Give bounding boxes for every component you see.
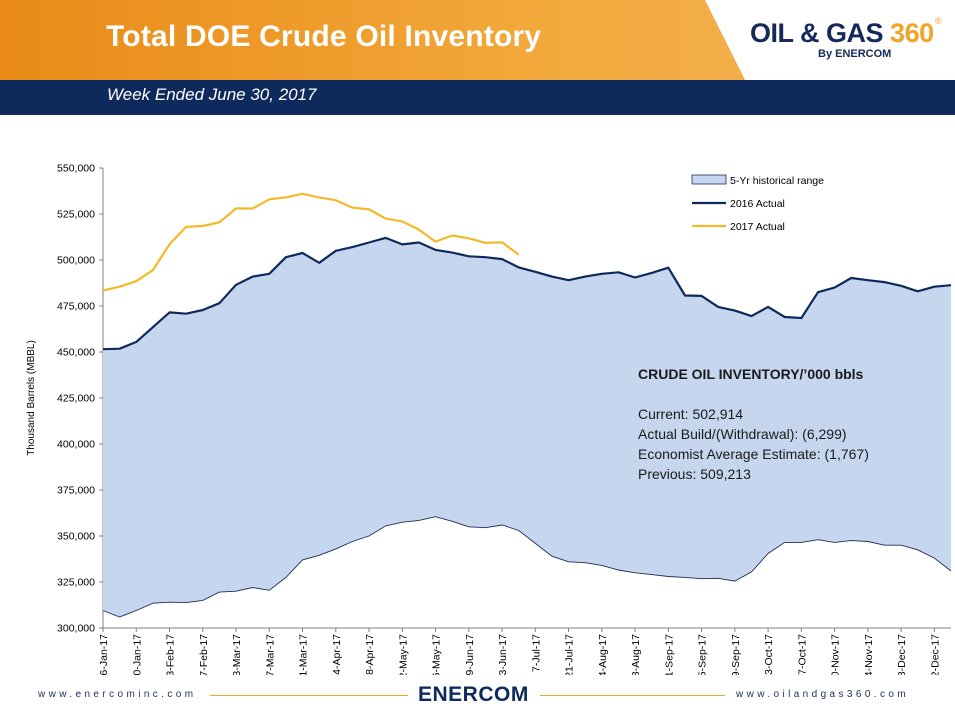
footer-website-left: www.enercominc.com <box>38 689 197 700</box>
x-tick-label: 9-Jun-17 <box>464 634 476 675</box>
x-tick-label: 18-Aug-17 <box>630 634 642 675</box>
y-tick-label: 300,000 <box>57 623 95 635</box>
x-tick-label: 27-Oct-17 <box>796 634 808 675</box>
x-tick-label: 6-Jan-17 <box>98 634 110 675</box>
y-tick-label: 425,000 <box>57 393 95 405</box>
x-axis: 6-Jan-17 20-Jan-17 3-Feb-17 17-Feb-17 3-Mar-… <box>98 627 951 675</box>
footer-brand: ENERCOM <box>418 683 529 706</box>
y-tick-label: 400,000 <box>57 439 95 451</box>
x-tick-label: 26-May-17 <box>431 634 443 675</box>
registered-mark: ® <box>935 16 942 26</box>
series-2017-actual-line <box>102 192 520 292</box>
legend-label-2017-actual: 2017 Actual <box>730 221 785 233</box>
logo-panel <box>705 0 955 80</box>
y-tick-label: 375,000 <box>57 485 95 497</box>
x-tick-label: 21-Jul-17 <box>564 634 576 675</box>
y-tick-label: 525,000 <box>57 209 95 221</box>
page-title: Total DOE Crude Oil Inventory <box>106 20 542 53</box>
x-tick-label: 23-Jun-17 <box>497 634 509 675</box>
x-tick-label: 24-Nov-17 <box>863 634 875 675</box>
footer-rule-left <box>210 695 408 696</box>
historical-range-lower-edge <box>102 516 952 618</box>
y-tick-label: 350,000 <box>57 531 95 543</box>
legend-label-2016-actual: 2016 Actual <box>730 198 785 210</box>
y-tick-label: 550,000 <box>57 163 95 175</box>
y-tick-label: 450,000 <box>57 347 95 359</box>
legend-label-historical-range: 5-Yr historical range <box>730 175 824 187</box>
x-tick-label: 10-Nov-17 <box>830 634 842 675</box>
footer-website-right: www.oilandgas360.com <box>736 689 910 700</box>
annotation-estimate: Economist Average Estimate: (1,767) <box>638 446 869 462</box>
logo-number: 360 <box>890 18 934 48</box>
subtitle: Week Ended June 30, 2017 <box>107 85 317 104</box>
x-tick-label: 1-Sep-17 <box>663 634 675 675</box>
x-tick-label: 28-Apr-17 <box>364 634 376 675</box>
legend: 5-Yr historical range 2016 Actual 2017 Act… <box>691 174 824 233</box>
logo-byline: By ENERCOM <box>818 48 892 60</box>
x-tick-label: 8-Dec-17 <box>896 634 908 675</box>
x-tick-label: 15-Sep-17 <box>697 634 709 675</box>
legend-swatch-historical-range <box>691 174 727 185</box>
x-tick-label: 3-Mar-17 <box>231 634 243 675</box>
y-tick-label: 500,000 <box>57 255 95 267</box>
historical-range-area <box>103 237 951 617</box>
annotation-previous: Previous: 509,213 <box>638 466 751 482</box>
x-tick-label: 31-Mar-17 <box>298 634 310 675</box>
x-tick-label: 29-Sep-17 <box>730 634 742 675</box>
annotation-heading: CRUDE OIL INVENTORY/’000 bbls <box>638 366 864 382</box>
annotation-build: Actual Build/(Withdrawal): (6,299) <box>638 426 847 442</box>
x-tick-label: 4-Aug-17 <box>597 634 609 675</box>
annotation-current: Current: 502,914 <box>638 406 744 422</box>
inventory-chart: 300,000 325,000 350,000 375,000 400,000 425,0… <box>26 163 952 675</box>
y-tick-label: 475,000 <box>57 301 95 313</box>
x-tick-label: 17-Feb-17 <box>198 634 210 675</box>
x-tick-label: 17-Mar-17 <box>264 634 276 675</box>
y-tick-label: 325,000 <box>57 577 95 589</box>
plot-area <box>102 192 952 618</box>
footer-rule-right <box>540 695 725 696</box>
x-tick-label: 13-Oct-17 <box>763 634 775 675</box>
series-2016-actual-line <box>102 236 952 351</box>
y-axis-label: Thousand Barrels (MBBL) <box>26 340 37 456</box>
logo-text: OIL & GAS <box>750 18 884 48</box>
x-tick-label: 7-Jul-17 <box>530 634 542 672</box>
x-tick-label: 22-Dec-17 <box>929 634 941 675</box>
x-tick-label: 12-May-17 <box>397 634 409 675</box>
x-tick-label: 14-Apr-17 <box>331 634 343 675</box>
inventory-annotation: CRUDE OIL INVENTORY/’000 bbls Current: 5… <box>638 364 869 484</box>
x-tick-label: 20-Jan-17 <box>131 634 143 675</box>
x-tick-label: 3-Feb-17 <box>165 634 177 675</box>
y-axis: 300,000 325,000 350,000 375,000 400,000 425,0… <box>57 163 104 635</box>
subtitle-bar <box>0 80 955 115</box>
logo: OIL & GAS 360 <box>750 18 934 49</box>
